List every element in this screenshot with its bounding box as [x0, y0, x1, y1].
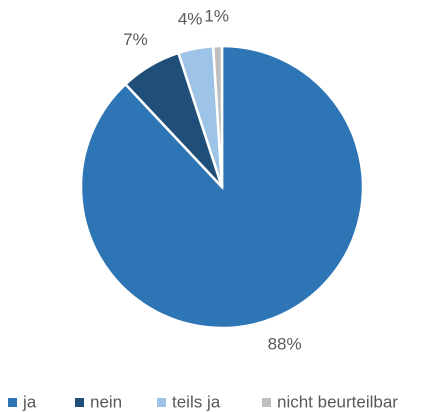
legend-swatch — [157, 398, 166, 407]
legend-swatch — [262, 398, 271, 407]
legend-label: ja — [22, 392, 37, 411]
pie-slice — [211, 44, 224, 188]
legend-swatch — [75, 398, 84, 407]
data-label: 1% — [204, 7, 229, 26]
legend-label: nein — [90, 392, 122, 411]
legend-label: nicht beurteilbar — [277, 392, 398, 411]
data-label: 88% — [268, 335, 302, 354]
legend-label: teils ja — [172, 392, 221, 411]
data-label: 4% — [178, 9, 203, 28]
legend-swatch — [8, 398, 17, 407]
data-label: 7% — [123, 30, 148, 49]
